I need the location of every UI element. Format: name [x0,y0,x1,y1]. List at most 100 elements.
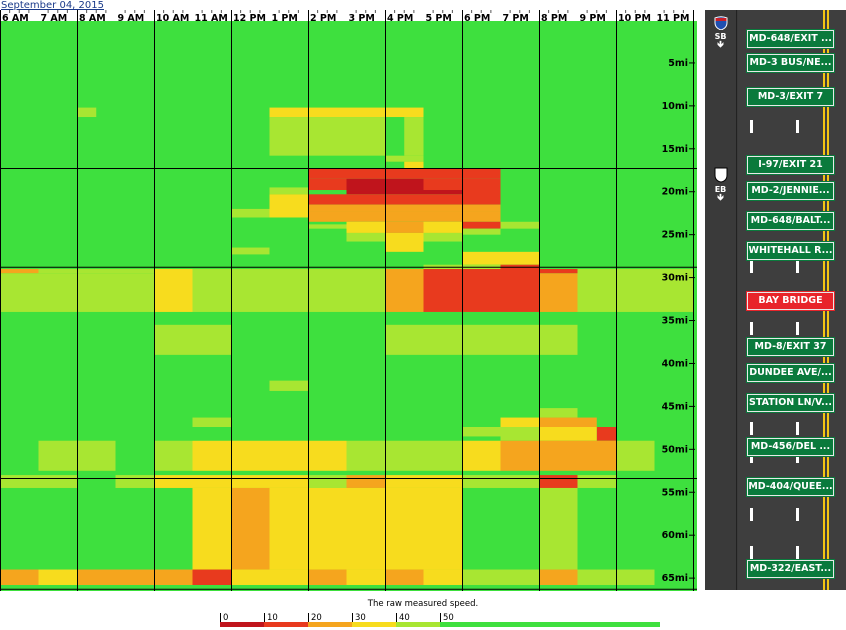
legend-tick-label: 20 [311,613,322,623]
heatmap-cell [462,440,501,471]
heatmap-cell [192,487,231,570]
heatmap-cell [462,228,501,235]
heatmap-cell [269,487,385,570]
heatmap-cell [154,269,193,312]
exit-sign[interactable]: MD-8/EXIT 37 [747,338,834,356]
heatmap-cell [500,426,539,441]
mile-label: 45mi [662,401,688,412]
heatmap-cell [231,487,270,570]
legend-swatch [308,622,352,627]
exit-sign[interactable]: MD-648/BALT... [747,212,834,230]
mile-label: 15mi [662,144,688,155]
heatmap-cell [385,232,424,252]
legend-tick-label: 40 [399,613,410,623]
route-shield-column: SB 🡻 EB 🡻 [705,10,737,590]
heatmap-cell [346,569,385,585]
mile-label: 60mi [662,530,688,541]
heatmap-cell [308,204,501,212]
lane-marking [796,120,799,133]
exit-sign[interactable]: BAY BRIDGE [747,292,834,310]
exit-sign[interactable]: DUNDEE AVE/... [747,364,834,382]
exit-sign[interactable]: MD-322/EAST... [747,560,834,578]
heatmap-cells [0,10,697,591]
heatmap-cell [154,569,193,585]
down-arrow-icon: 🡻 [717,193,724,203]
hour-label: 12 PM [233,13,266,24]
heatmap-cell [500,251,539,265]
heatmap-cell [269,194,308,218]
heatmap-cell [192,417,231,427]
heatmap-cell [308,211,501,222]
hour-label: 3 PM [349,13,375,24]
hour-label: 8 PM [541,13,567,24]
heatmap-cell [192,475,308,488]
heatmap-cell [462,475,539,488]
speed-heatmap: 6 AM 7 AM 8 AM 9 AM 10 AM 11 AM 12 PM 1 PM 2 PM 3… [0,10,697,591]
heatmap-cell [231,247,270,255]
hour-label: 5 PM [426,13,452,24]
heatmap-cell [269,117,385,156]
hour-label: 6 AM [2,13,29,24]
lane-marking [796,546,799,559]
heatmap-cell [192,269,385,312]
speed-legend: 0 10 20 30 40 50 [220,613,660,627]
heatmap-cell [539,569,578,585]
exit-sign[interactable]: MD-2/JENNIE... [747,182,834,200]
hour-label: 1 PM [272,13,298,24]
us-50-icon: EB 🡻 [709,167,732,203]
heatmap-cell [385,221,424,233]
mile-label: 50mi [662,444,688,455]
heatmap-cell [0,269,39,274]
lane-marking [796,322,799,335]
legend-tick-label: 30 [355,613,366,623]
legend-swatch [396,622,440,627]
heatmap-cell [269,107,424,118]
heatmap-cell [346,232,385,242]
exit-sign[interactable]: WHITEHALL R... [747,242,834,260]
heatmap-cell [539,417,578,427]
heatmap-cell [385,155,424,162]
heatmap-cell [308,168,501,179]
heatmap-cell [423,569,462,585]
us-route-shield-icon [714,167,727,183]
legend-tick-label: 10 [267,613,278,623]
exit-sign[interactable]: MD-456/DEL ... [747,438,834,456]
hour-label: 7 PM [503,13,529,24]
heatmap-cell [154,440,193,471]
heatmap-cell [404,117,424,156]
lane-marking [796,260,799,273]
interstate-97-icon: SB 🡻 [711,16,730,50]
heatmap-cell [385,487,462,570]
exit-sign[interactable]: MD-648/EXIT ... [747,30,834,48]
exit-sign[interactable]: STATION LN/V... [747,394,834,412]
exit-sign[interactable]: MD-3/EXIT 7 [747,88,834,106]
heatmap-cell [231,569,308,585]
heatmap-grid [0,10,697,591]
lane-marking [750,508,753,521]
hour-label: 6 PM [464,13,490,24]
lane-marking [750,120,753,133]
heatmap-cell [539,487,578,570]
hour-labels: 6 AM 7 AM 8 AM 9 AM 10 AM 11 AM 12 PM 1 PM 2 PM 3… [2,13,689,24]
heatmap-cell [500,221,539,229]
hour-label: 9 AM [118,13,145,24]
hour-label: 8 AM [79,13,106,24]
hour-label: 11 AM [195,13,228,24]
heatmap-cell [38,569,77,585]
hour-label: 10 PM [618,13,651,24]
hour-label: 7 AM [41,13,68,24]
exit-sign[interactable]: MD-3 BUS/NE... [747,54,834,72]
mile-label: 10mi [662,101,688,112]
mile-label: 5mi [668,58,688,69]
heatmap-cell [385,269,424,312]
date-link[interactable]: September 04, 2015 [1,0,104,11]
heatmap-cell [385,475,462,488]
heatmap-cell [192,440,347,471]
heatmap-cell [596,426,616,441]
exit-sign[interactable]: MD-404/QUEE... [747,478,834,496]
heatmap-cell [500,417,539,427]
heatmap-cell [577,475,616,488]
exit-sign[interactable]: I-97/EXIT 21 [747,156,834,174]
heatmap-cell [154,324,231,355]
heatmap-cell [577,417,597,427]
